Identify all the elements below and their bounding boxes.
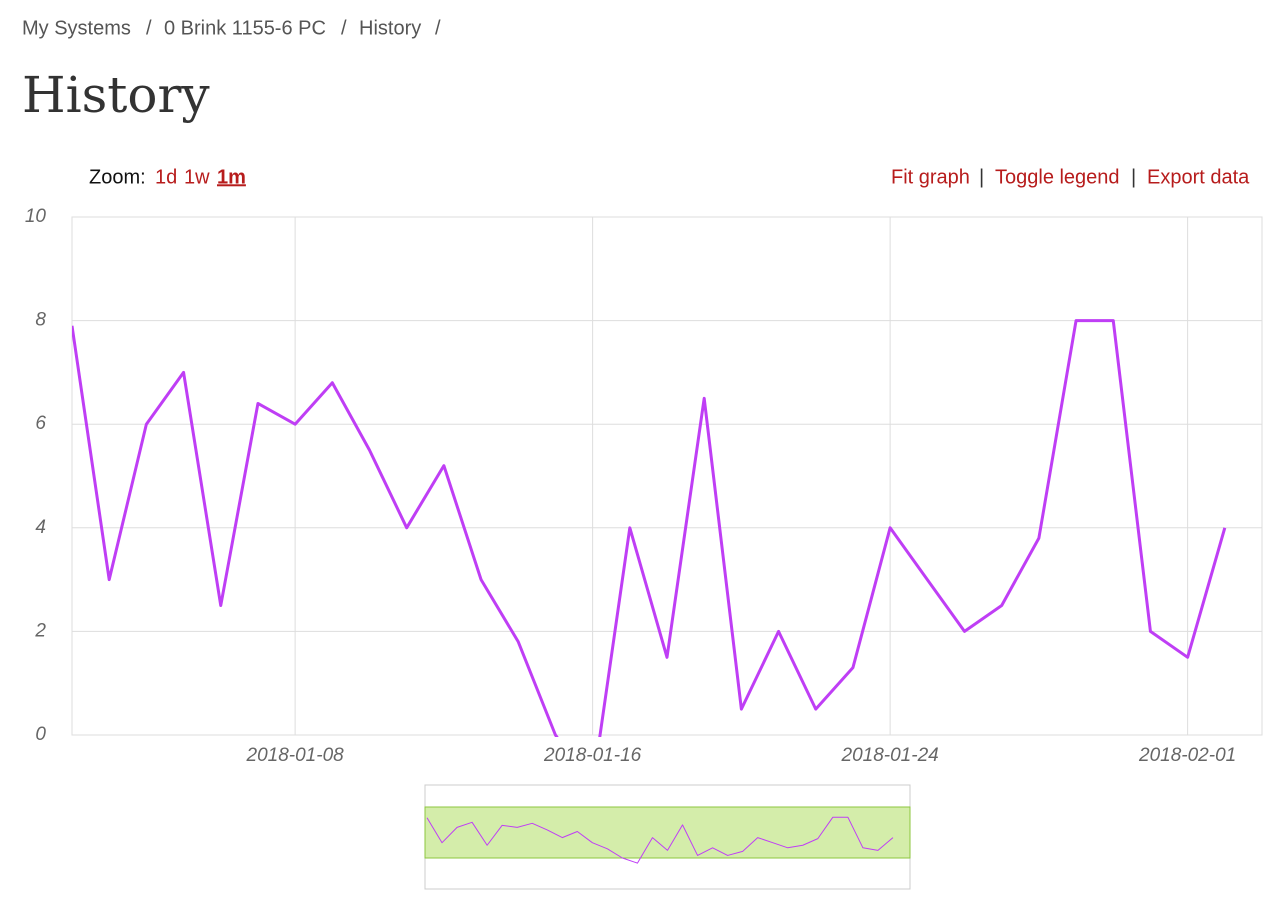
data-line	[72, 319, 1227, 737]
action-link[interactable]: Toggle legend	[995, 166, 1120, 188]
x-tick-label: 2018-02-01	[1138, 745, 1236, 766]
zoom-label: Zoom:	[89, 166, 146, 188]
y-tick-label: 2	[34, 620, 46, 641]
separator: /	[146, 17, 152, 39]
y-tick-label: 10	[25, 206, 47, 227]
page-title: History	[22, 66, 210, 124]
action-link[interactable]: Fit graph	[891, 166, 970, 188]
zoom-option[interactable]: 1w	[184, 166, 210, 188]
separator: |	[1131, 166, 1136, 188]
breadcrumb-link[interactable]: 0 Brink 1155-6 PC	[164, 17, 326, 39]
separator: /	[435, 17, 441, 39]
navigator-line	[426, 816, 894, 864]
y-tick-label: 0	[35, 724, 46, 745]
y-tick-label: 4	[35, 517, 46, 538]
x-tick-label: 2018-01-08	[246, 745, 345, 766]
x-tick-label: 2018-01-24	[841, 745, 939, 766]
x-tick-label: 2018-01-16	[543, 745, 642, 766]
separator: /	[341, 17, 347, 39]
action-link[interactable]: Export data	[1147, 166, 1250, 188]
separator: |	[979, 166, 984, 188]
breadcrumb-link[interactable]: My Systems	[22, 17, 131, 39]
y-tick-label: 8	[35, 310, 46, 331]
breadcrumb-link[interactable]: History	[359, 17, 421, 39]
zoom-option[interactable]: 1m	[217, 166, 246, 188]
zoom-option[interactable]: 1d	[155, 166, 177, 188]
y-tick-label: 6	[35, 413, 46, 434]
